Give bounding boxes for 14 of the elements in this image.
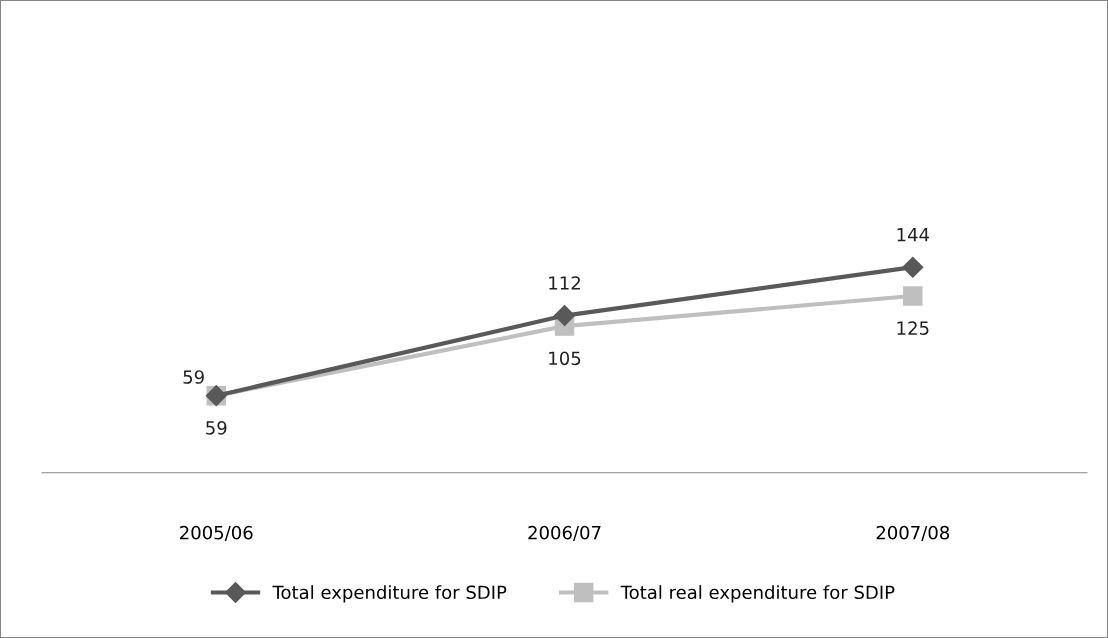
x-tick-label: 2007/08 bbox=[876, 525, 950, 541]
data-label: 59 bbox=[206, 420, 227, 435]
point bbox=[554, 305, 576, 327]
data-label: 105 bbox=[549, 351, 581, 366]
point bbox=[903, 286, 923, 306]
data-label: 112 bbox=[549, 276, 580, 290]
x-tick-label: 2005/06 bbox=[180, 525, 253, 541]
legend-label: Total expenditure for SDIP bbox=[272, 585, 507, 603]
x-tick-label: 2006/07 bbox=[528, 525, 601, 541]
data-label: 144 bbox=[897, 228, 930, 242]
point bbox=[902, 256, 924, 278]
legend-label: Total real expenditure for SDIP bbox=[620, 585, 895, 603]
data-label: 59 bbox=[183, 370, 204, 384]
data-label: 125 bbox=[897, 321, 929, 335]
